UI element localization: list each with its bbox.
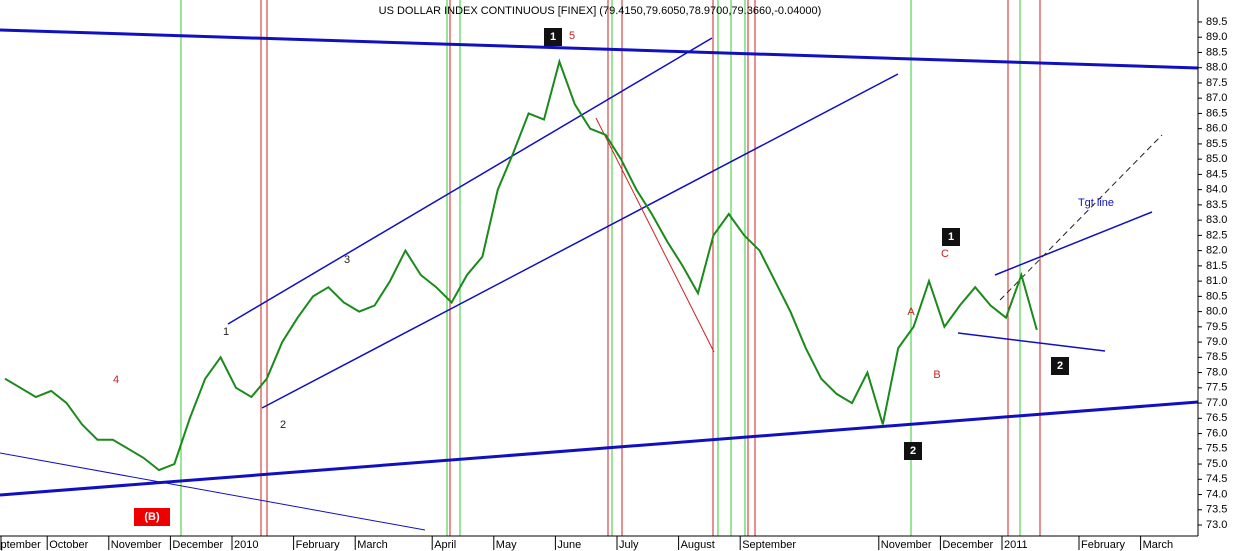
- annotation: A: [907, 306, 915, 318]
- y-tick-label: 82.5: [1206, 229, 1227, 241]
- x-tick-label: December: [942, 539, 993, 551]
- annotation-box: [942, 228, 960, 246]
- trendline: [595, 117, 715, 353]
- y-tick-label: 89.5: [1206, 16, 1227, 28]
- annotation: B: [933, 369, 940, 381]
- y-tick-label: 86.5: [1206, 107, 1227, 119]
- x-tick-label: 2011: [1004, 539, 1028, 551]
- annotation: (B): [144, 511, 160, 523]
- trendline: [994, 211, 1153, 276]
- y-tick-label: 87.0: [1206, 92, 1227, 104]
- x-tick-label: February: [1081, 539, 1126, 551]
- annotation: C: [941, 248, 949, 260]
- annotation-box: [544, 28, 562, 46]
- x-tick-label: February: [296, 539, 341, 551]
- x-tick-label: September: [742, 539, 796, 551]
- trendline: [0, 452, 426, 531]
- y-tick-label: 80.5: [1206, 290, 1227, 302]
- y-tick-label: 73.5: [1206, 504, 1227, 516]
- y-tick-label: 79.5: [1206, 321, 1227, 333]
- y-tick-label: 74.0: [1206, 488, 1227, 500]
- x-tick-label: March: [1143, 539, 1174, 551]
- x-tick-label: March: [357, 539, 388, 551]
- trendline: [957, 332, 1106, 352]
- trendline: [0, 400, 1199, 497]
- y-tick-label: 75.0: [1206, 458, 1227, 470]
- annotation: Tgt line: [1078, 197, 1114, 209]
- y-tick-label: 81.0: [1206, 275, 1227, 287]
- x-tick-label: May: [496, 539, 517, 551]
- x-tick-label: November: [881, 539, 932, 551]
- x-tick-label: September: [0, 539, 41, 551]
- y-tick-label: 77.0: [1206, 397, 1227, 409]
- x-tick-label: July: [619, 539, 639, 551]
- annotation: 2: [1057, 360, 1063, 372]
- x-tick-label: June: [557, 539, 581, 551]
- y-tick-label: 87.5: [1206, 77, 1227, 89]
- y-tick-label: 80.0: [1206, 306, 1227, 318]
- chart-title: US DOLLAR INDEX CONTINUOUS [FINEX] (79.4…: [379, 5, 822, 17]
- annotation: 4: [113, 374, 119, 386]
- y-tick-label: 73.0: [1206, 519, 1227, 531]
- annotation-box: [1051, 357, 1069, 375]
- trendline: [261, 73, 899, 409]
- x-tick-label: August: [681, 539, 715, 551]
- x-tick-label: December: [172, 539, 223, 551]
- y-tick-label: 84.5: [1206, 168, 1227, 180]
- y-tick-label: 76.0: [1206, 427, 1227, 439]
- y-tick-label: 88.0: [1206, 62, 1227, 74]
- trendline: [0, 28, 1199, 70]
- y-tick-label: 85.0: [1206, 153, 1227, 165]
- y-tick-label: 89.0: [1206, 31, 1227, 43]
- annotation: 3: [344, 254, 350, 266]
- annotation: 5: [569, 30, 575, 42]
- price-line: [4, 58, 1038, 472]
- y-tick-label: 82.0: [1206, 245, 1227, 257]
- y-tick-label: 77.5: [1206, 382, 1227, 394]
- y-tick-label: 79.0: [1206, 336, 1227, 348]
- y-tick-label: 83.5: [1206, 199, 1227, 211]
- target-line: [999, 134, 1163, 301]
- annotation-box: [134, 508, 170, 526]
- annotation: 1: [550, 31, 556, 43]
- y-tick-label: 81.5: [1206, 260, 1227, 272]
- y-tick-label: 88.5: [1206, 46, 1227, 58]
- x-tick-label: October: [49, 539, 88, 551]
- y-tick-label: 75.5: [1206, 443, 1227, 455]
- y-tick-label: 84.0: [1206, 184, 1227, 196]
- y-tick-label: 76.5: [1206, 412, 1227, 424]
- y-tick-label: 78.5: [1206, 351, 1227, 363]
- y-tick-label: 85.5: [1206, 138, 1227, 150]
- y-tick-label: 78.0: [1206, 366, 1227, 378]
- annotation: 2: [280, 419, 286, 431]
- x-tick-label: November: [111, 539, 162, 551]
- trendline: [227, 37, 713, 325]
- trendlines: [0, 28, 1199, 531]
- annotation-box: [904, 442, 922, 460]
- x-tick-label: April: [434, 539, 456, 551]
- y-tick-label: 83.0: [1206, 214, 1227, 226]
- y-tick-label: 74.5: [1206, 473, 1227, 485]
- x-tick-label: 2010: [234, 539, 258, 551]
- y-tick-label: 86.0: [1206, 123, 1227, 135]
- annotation: 1: [223, 326, 229, 338]
- annotation: 2: [910, 445, 916, 457]
- annotation: 1: [948, 231, 954, 243]
